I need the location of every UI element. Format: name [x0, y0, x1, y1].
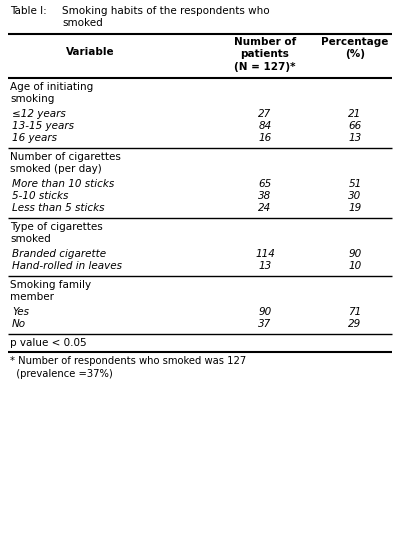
Text: More than 10 sticks: More than 10 sticks	[12, 179, 114, 189]
Text: 114: 114	[255, 249, 275, 259]
Text: 38: 38	[258, 191, 272, 201]
Text: 71: 71	[348, 307, 362, 317]
Text: 13-15 years: 13-15 years	[12, 121, 74, 131]
Text: 19: 19	[348, 203, 362, 213]
Text: Table I:: Table I:	[10, 6, 47, 16]
Text: No: No	[12, 319, 26, 329]
Text: Type of cigarettes
smoked: Type of cigarettes smoked	[10, 222, 103, 245]
Text: Branded cigarette: Branded cigarette	[12, 249, 106, 259]
Text: Age of initiating
smoking: Age of initiating smoking	[10, 82, 93, 104]
Text: 29: 29	[348, 319, 362, 329]
Text: 90: 90	[348, 249, 362, 259]
Text: 66: 66	[348, 121, 362, 131]
Text: p value < 0.05: p value < 0.05	[10, 338, 87, 348]
Text: 10: 10	[348, 261, 362, 271]
Text: Percentage
(%): Percentage (%)	[321, 37, 389, 60]
Text: 84: 84	[258, 121, 272, 131]
Text: 13: 13	[258, 261, 272, 271]
Text: 30: 30	[348, 191, 362, 201]
Text: Yes: Yes	[12, 307, 29, 317]
Text: 13: 13	[348, 133, 362, 143]
Text: 16: 16	[258, 133, 272, 143]
Text: Less than 5 sticks: Less than 5 sticks	[12, 203, 104, 213]
Text: 5-10 sticks: 5-10 sticks	[12, 191, 68, 201]
Text: 37: 37	[258, 319, 272, 329]
Text: Variable: Variable	[66, 47, 114, 57]
Text: 24: 24	[258, 203, 272, 213]
Text: 51: 51	[348, 179, 362, 189]
Text: 90: 90	[258, 307, 272, 317]
Text: 65: 65	[258, 179, 272, 189]
Text: Hand-rolled in leaves: Hand-rolled in leaves	[12, 261, 122, 271]
Text: Smoking habits of the respondents who: Smoking habits of the respondents who	[62, 6, 270, 16]
Text: 21: 21	[348, 109, 362, 119]
Text: * Number of respondents who smoked was 127
  (prevalence =37%): * Number of respondents who smoked was 1…	[10, 356, 246, 379]
Text: Smoking family
member: Smoking family member	[10, 280, 91, 302]
Text: Number of
patients
(N = 127)*: Number of patients (N = 127)*	[234, 37, 296, 72]
Text: ≤12 years: ≤12 years	[12, 109, 66, 119]
Text: 27: 27	[258, 109, 272, 119]
Text: smoked: smoked	[62, 18, 103, 28]
Text: Number of cigarettes
smoked (per day): Number of cigarettes smoked (per day)	[10, 152, 121, 175]
Text: 16 years: 16 years	[12, 133, 57, 143]
